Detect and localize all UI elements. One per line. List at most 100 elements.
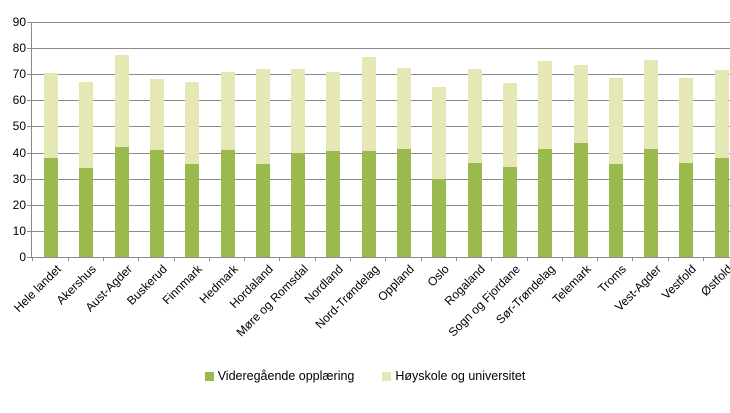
x-axis-tick	[597, 257, 599, 261]
bar-segment-hoyskole	[149, 79, 164, 150]
bar-segment-hoyskole	[714, 70, 729, 158]
x-axis-tick	[491, 257, 493, 261]
y-axis-tick-label: 40	[12, 145, 26, 160]
bar-stack	[220, 71, 235, 257]
x-axis-tick	[244, 257, 246, 261]
bar-stack	[467, 69, 482, 257]
bar-segment-videregaende	[467, 163, 482, 257]
y-axis-tick-label: 60	[12, 93, 26, 108]
bar-segment-hoyskole	[44, 72, 58, 158]
bar-segment-videregaende	[432, 178, 447, 257]
x-axis-tick	[138, 257, 140, 261]
gridline	[32, 74, 730, 76]
x-axis-tick	[561, 257, 563, 261]
y-axis-tick-label: 20	[12, 197, 26, 212]
bar-segment-videregaende	[255, 164, 270, 257]
gridline	[32, 178, 730, 180]
bar-segment-hoyskole	[502, 83, 517, 167]
bar-stack	[679, 78, 694, 257]
plot-area	[31, 22, 730, 258]
x-axis-tick	[67, 257, 69, 261]
bar-segment-hoyskole	[538, 61, 553, 149]
stacked-bar-chart: 0 10 20 30 40 50 60 70 80 90 Hele landet Akershus A…	[0, 15, 730, 383]
gridline	[32, 100, 730, 102]
bar-segment-hoyskole	[679, 78, 694, 163]
y-axis-tick-label: 80	[12, 41, 26, 56]
bar-segment-hoyskole	[220, 71, 235, 150]
y-axis-tick-label: 50	[12, 119, 26, 134]
bar-segment-videregaende	[502, 166, 517, 257]
bar-segment-hoyskole	[361, 57, 376, 152]
bar-segment-hoyskole	[467, 69, 482, 163]
x-axis-tick	[102, 257, 104, 261]
y-axis-tick	[27, 22, 31, 23]
bar-stack	[149, 79, 164, 257]
bar-stack	[291, 69, 306, 257]
x-axis-tick	[385, 257, 387, 261]
y-axis-tick	[27, 257, 31, 258]
y-axis-tick	[27, 100, 31, 102]
bar-stack	[79, 82, 94, 257]
bar-segment-hoyskole	[291, 69, 306, 153]
bar-segment-videregaende	[644, 148, 659, 257]
y-axis-tick	[27, 48, 31, 50]
bar-segment-videregaende	[679, 163, 694, 257]
bar-segment-videregaende	[714, 157, 729, 257]
x-axis-tick	[350, 257, 351, 261]
bar-segment-videregaende	[538, 148, 553, 257]
gridline	[32, 126, 730, 128]
y-axis-tick	[27, 74, 31, 76]
y-axis-tick	[27, 152, 31, 154]
y-axis-tick-label: 10	[12, 223, 26, 238]
bar-segment-hoyskole	[185, 82, 200, 165]
legend-label-videregaende: Videregående opplæring	[217, 369, 355, 383]
bar-stack	[573, 65, 588, 257]
bar-stack	[44, 72, 58, 257]
legend: Videregående opplæring Høyskole og unive…	[0, 369, 730, 383]
bar-segment-videregaende	[291, 152, 306, 257]
x-axis-tick	[314, 257, 316, 261]
y-axis-tick	[27, 126, 31, 128]
x-axis-tick	[173, 257, 175, 261]
y-axis-tick-label: 70	[12, 67, 26, 82]
bar-segment-hoyskole	[79, 82, 94, 169]
bar-stack	[502, 83, 517, 257]
bar-segment-hoyskole	[255, 69, 270, 165]
bar-stack	[397, 67, 411, 257]
bar-segment-videregaende	[220, 149, 235, 257]
bar-segment-videregaende	[608, 164, 623, 257]
gridline	[32, 48, 730, 50]
bar-segment-videregaende	[573, 143, 588, 257]
bar-stack	[114, 54, 129, 257]
bar-segment-videregaende	[79, 168, 94, 257]
y-axis-tick-label: 30	[12, 171, 26, 186]
bar-stack	[432, 87, 447, 257]
bar-stack	[644, 59, 659, 257]
gridline	[32, 22, 730, 23]
bar-segment-videregaende	[44, 157, 58, 257]
gridline	[32, 230, 730, 232]
bar-segment-hoyskole	[397, 67, 411, 149]
bar-segment-hoyskole	[573, 65, 588, 144]
bar-stack	[326, 71, 341, 257]
bar-segment-videregaende	[185, 164, 200, 257]
y-axis-tick-label: 0	[19, 250, 26, 264]
bar-segment-videregaende	[114, 147, 129, 257]
legend-swatch-hoyskole	[382, 371, 392, 381]
x-axis-tick	[526, 257, 528, 261]
bar-stack	[255, 69, 270, 257]
x-axis-tick	[420, 257, 422, 261]
gridline	[32, 204, 730, 206]
legend-swatch-videregaende	[204, 371, 214, 381]
legend-item-hoyskole: Høyskole og universitet	[382, 369, 525, 383]
x-axis-tick	[208, 257, 210, 261]
x-axis-tick	[703, 257, 704, 261]
bar-segment-hoyskole	[114, 54, 129, 148]
bar-segment-videregaende	[397, 148, 411, 257]
bar-segment-videregaende	[149, 149, 164, 257]
bar-segment-hoyskole	[432, 87, 447, 179]
y-axis-tick	[27, 230, 31, 232]
x-axis-tick	[667, 257, 669, 261]
bar-segment-videregaende	[326, 151, 341, 257]
x-axis-tick	[32, 257, 34, 261]
